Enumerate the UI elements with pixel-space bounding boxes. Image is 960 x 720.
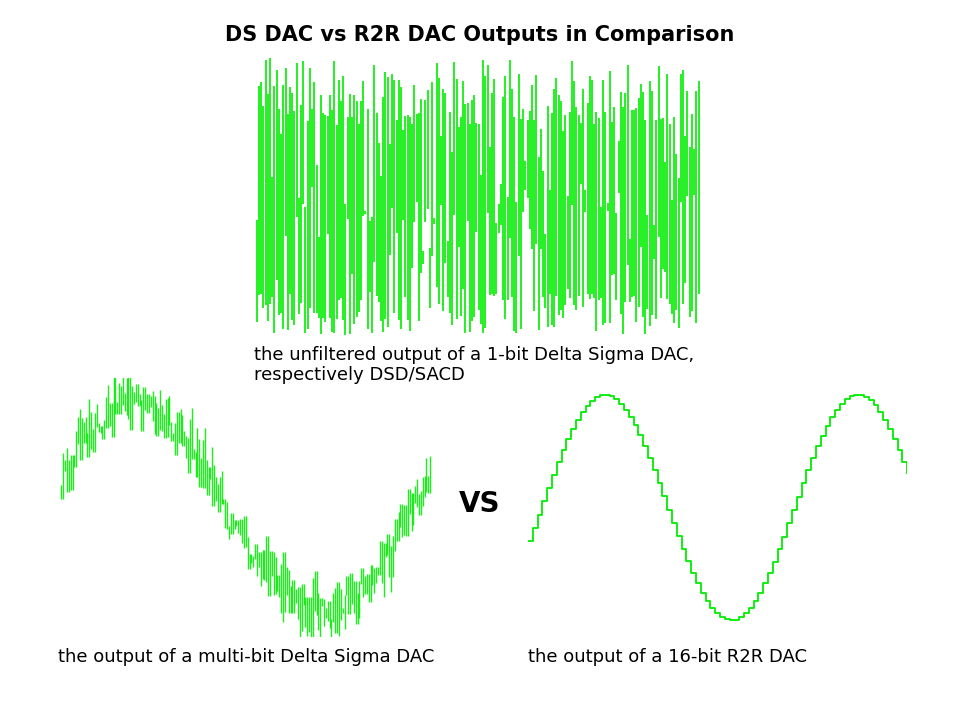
Text: the output of a 16-bit R2R DAC: the output of a 16-bit R2R DAC (528, 648, 807, 666)
Text: the output of a multi-bit Delta Sigma DAC: the output of a multi-bit Delta Sigma DA… (58, 648, 434, 666)
Text: DS DAC vs R2R DAC Outputs in Comparison: DS DAC vs R2R DAC Outputs in Comparison (226, 25, 734, 45)
Text: the unfiltered output of a 1-bit Delta Sigma DAC,
respectively DSD/SACD: the unfiltered output of a 1-bit Delta S… (254, 346, 694, 384)
Text: VS: VS (459, 490, 501, 518)
